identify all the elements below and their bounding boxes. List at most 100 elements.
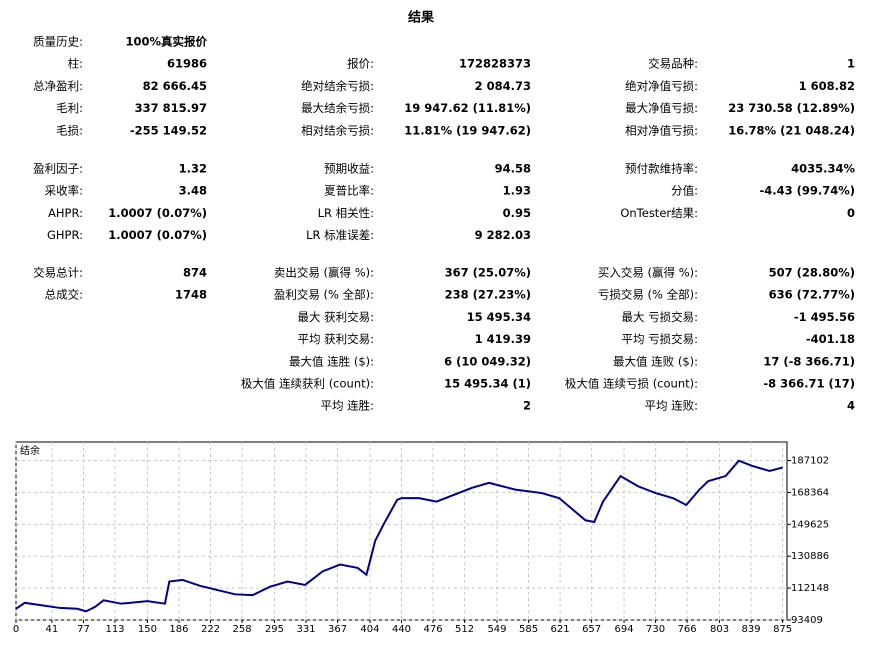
- stat-label: 相对结余亏损:: [301, 123, 374, 137]
- stat-value: 19 947.62 (11.81%): [404, 101, 531, 115]
- stat-value: 3.48: [179, 184, 207, 198]
- stat-label: 平均 连胜:: [320, 399, 374, 413]
- stat-value: -8 366.71 (17): [763, 377, 855, 391]
- x-tick-label: 512: [455, 624, 474, 635]
- stat-value: -401.18: [806, 332, 855, 346]
- stat-value: 9 282.03: [475, 228, 531, 242]
- stat-value: 1.32: [179, 162, 207, 176]
- x-tick-label: 440: [392, 624, 411, 635]
- stat-label: 最大结余亏损:: [301, 101, 374, 115]
- stat-value: 94.58: [495, 162, 531, 176]
- x-tick-label: 41: [46, 624, 59, 635]
- stat-value: 11.81% (19 947.62): [404, 123, 531, 137]
- stat-value: 172828373: [459, 57, 531, 71]
- x-tick-label: 549: [487, 624, 506, 635]
- stat-value: 1 608.82: [799, 79, 855, 93]
- x-tick-label: 621: [551, 624, 570, 635]
- stat-label: 绝对结余亏损:: [301, 79, 374, 93]
- series-label: 结余: [20, 444, 40, 457]
- stat-label: 毛损:: [56, 123, 83, 137]
- stat-label: 预付款维持率:: [625, 162, 698, 176]
- stat-label: 交易总计:: [33, 266, 83, 280]
- x-tick-label: 77: [77, 624, 90, 635]
- stat-label: 极大值 连续获利 (count):: [241, 377, 374, 391]
- stat-value: 15 495.34 (1): [444, 377, 531, 391]
- stat-label: 平均 连败:: [644, 399, 698, 413]
- x-tick-label: 222: [201, 624, 220, 635]
- y-tick-label: 168364: [791, 487, 829, 498]
- stat-label: 最大值 连胜 ($):: [289, 354, 374, 368]
- stat-value: 100%真实报价: [125, 35, 207, 49]
- x-tick-label: 839: [742, 624, 761, 635]
- x-tick-label: 766: [678, 624, 697, 635]
- stat-value: 82 666.45: [143, 79, 207, 93]
- stat-label: 卖出交易 (赢得 %):: [274, 266, 374, 280]
- stat-value: 0.95: [503, 206, 531, 220]
- stat-label: 采收率:: [45, 184, 83, 198]
- stat-label: 交易品种:: [648, 57, 698, 71]
- stat-label: 平均 获利交易:: [297, 332, 374, 346]
- x-tick-label: 476: [423, 624, 442, 635]
- stat-label: 最大 亏损交易:: [621, 310, 698, 324]
- stat-label: 柱:: [68, 57, 83, 71]
- y-tick-label: 130886: [791, 551, 829, 562]
- y-tick-label: 149625: [791, 519, 829, 530]
- stat-label: 报价:: [347, 57, 374, 71]
- stat-value: 15 495.34: [467, 310, 531, 324]
- stat-label: GHPR:: [47, 228, 83, 242]
- stat-label: AHPR:: [48, 206, 83, 220]
- stat-label: 绝对净值亏损:: [625, 79, 698, 93]
- x-tick-label: 331: [296, 624, 315, 635]
- stat-label: 毛利:: [56, 101, 83, 115]
- x-tick-label: 657: [582, 624, 601, 635]
- balance-line: [15, 459, 783, 613]
- stat-value: 1.0007 (0.07%): [108, 206, 207, 220]
- x-tick-label: 150: [138, 624, 157, 635]
- stat-value: -4.43 (99.74%): [759, 184, 855, 198]
- stat-label: LR 标准误差:: [306, 228, 374, 242]
- stat-value: 1748: [175, 288, 207, 302]
- stat-value: 636 (72.77%): [769, 288, 855, 302]
- stat-value: 238 (27.23%): [445, 288, 531, 302]
- stat-value: 16.78% (21 048.24): [728, 123, 855, 137]
- report-title: 结果: [408, 10, 434, 26]
- stat-value: 17 (-8 366.71): [763, 354, 855, 368]
- stat-value: 2: [523, 399, 531, 413]
- x-tick-label: 803: [710, 624, 729, 635]
- stat-value: 0: [847, 206, 855, 220]
- stat-value: -255 149.52: [130, 123, 207, 137]
- y-tick-label: 93409: [791, 615, 823, 626]
- stat-value: 2 084.73: [475, 79, 531, 93]
- x-tick-label: 404: [360, 624, 379, 635]
- stat-label: 极大值 连续亏损 (count):: [565, 377, 698, 391]
- stat-label: LR 相关性:: [318, 206, 374, 220]
- x-tick-label: 295: [265, 624, 284, 635]
- stat-label: 夏普比率:: [324, 184, 374, 198]
- chart-frame: [15, 441, 788, 621]
- stat-label: 盈利因子:: [33, 162, 83, 176]
- stat-label: 最大值 连败 ($):: [613, 354, 698, 368]
- stat-label: 亏损交易 (% 全部):: [598, 288, 698, 302]
- stat-label: 最大净值亏损:: [625, 101, 698, 115]
- stat-value: 874: [183, 266, 207, 280]
- stat-value: 1.93: [503, 184, 531, 198]
- x-tick-label: 694: [614, 624, 633, 635]
- x-tick-label: 730: [646, 624, 665, 635]
- stat-value: 1 419.39: [475, 332, 531, 346]
- stat-label: 分值:: [671, 184, 698, 198]
- stat-label: 总成交:: [45, 288, 83, 302]
- stat-value: 367 (25.07%): [445, 266, 531, 280]
- x-tick-label: 113: [105, 624, 124, 635]
- stat-label: 平均 亏损交易:: [621, 332, 698, 346]
- stat-value: 4: [847, 399, 855, 413]
- stat-value: 507 (28.80%): [769, 266, 855, 280]
- stat-value: -1 495.56: [794, 310, 855, 324]
- stat-label: 盈利交易 (% 全部):: [274, 288, 374, 302]
- x-tick-label: 0: [13, 624, 19, 635]
- stat-value: 23 730.58 (12.89%): [728, 101, 855, 115]
- stat-value: 4035.34%: [791, 162, 855, 176]
- stat-label: 相对净值亏损:: [625, 123, 698, 137]
- stat-label: 最大 获利交易:: [297, 310, 374, 324]
- x-tick-label: 186: [169, 624, 188, 635]
